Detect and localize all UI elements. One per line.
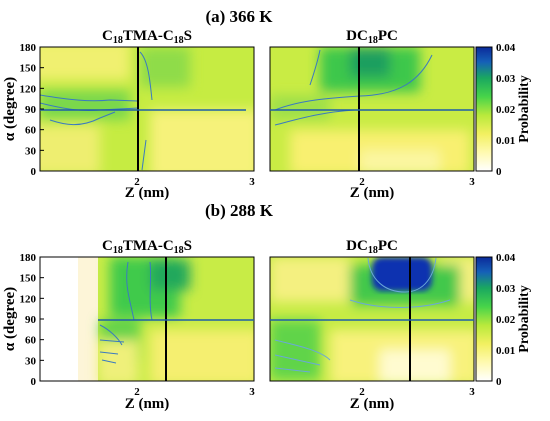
- y-tick-label: 120: [20, 293, 37, 305]
- y-tick-label: 90: [25, 314, 37, 326]
- x-tick-label: 3: [249, 176, 255, 188]
- y-tick-label: 0: [31, 166, 37, 178]
- colorbar-tick-label: 0.01: [496, 135, 515, 147]
- y-tick-label: 150: [20, 273, 37, 285]
- x-tick-label: 2: [134, 386, 140, 398]
- panel-a-title: (a) 366 K: [205, 7, 273, 26]
- x-tick-label: 3: [469, 176, 475, 188]
- x-tick-label: 2: [359, 386, 365, 398]
- colorbar-tick-label: 0.01: [496, 345, 515, 357]
- heatmap-title: C18TMA-C18S: [102, 238, 192, 256]
- x-axis-label: Z (nm): [350, 396, 395, 412]
- y-tick-label: 180: [20, 252, 37, 264]
- y-tick-label: 0: [31, 376, 37, 388]
- x-axis-label: Z (nm): [125, 185, 170, 201]
- x-tick-label: 2: [134, 176, 140, 188]
- x-tick-label: 3: [249, 386, 255, 398]
- y-axis-label: α (degree): [2, 77, 18, 141]
- y-tick-labels: 0 30 60 90 120 150 180: [20, 42, 44, 178]
- colorbar-tick-label: 0.02: [496, 314, 516, 326]
- y-axis-label: α (degree): [2, 287, 18, 351]
- heatmap-title: DC18PC: [346, 238, 398, 256]
- colorbar-tick-label: 0: [496, 376, 502, 388]
- y-tick-label: 150: [20, 63, 37, 75]
- colorbar-tick-labels: 0 0.01 0.02 0.03 0.04: [496, 252, 516, 388]
- y-tick-label: 180: [20, 42, 37, 54]
- y-tick-label: 120: [20, 83, 37, 95]
- y-tick-label: 30: [25, 355, 37, 367]
- colorbar-tick-label: 0.04: [496, 42, 516, 54]
- heatmap-title: C18TMA-C18S: [102, 28, 192, 46]
- colorbar-tick-label: 0: [496, 166, 502, 178]
- y-tick-label: 90: [25, 104, 37, 116]
- heatmap-title: DC18PC: [346, 28, 398, 46]
- x-tick-label: 2: [359, 176, 365, 188]
- y-tick-label: 30: [25, 145, 37, 157]
- x-tick-label: 3: [469, 386, 475, 398]
- colorbar-tick-label: 0.04: [496, 252, 516, 264]
- colorbar-tick-label: 0.03: [496, 73, 516, 85]
- colorbar-tick-label: 0.02: [496, 104, 516, 116]
- colorbar-label: Probability: [517, 285, 532, 352]
- y-tick-labels: 0 30 60 90 120 150 180: [20, 252, 44, 388]
- colorbar-a: 0 0.01 0.02 0.03 0.04 Probability: [475, 42, 532, 178]
- x-axis-label: Z (nm): [350, 185, 395, 201]
- colorbar-label: Probability: [517, 75, 532, 142]
- colorbar-tick-labels: 0 0.01 0.02 0.03 0.04: [496, 42, 516, 178]
- x-axis-label: Z (nm): [125, 396, 170, 412]
- y-tick-label: 60: [25, 335, 37, 347]
- panel-b-title: (b) 288 K: [205, 201, 274, 220]
- colorbar-b: 0 0.01 0.02 0.03 0.04 Probability: [475, 252, 532, 388]
- colorbar-tick-label: 0.03: [496, 283, 516, 295]
- y-tick-label: 60: [25, 125, 37, 137]
